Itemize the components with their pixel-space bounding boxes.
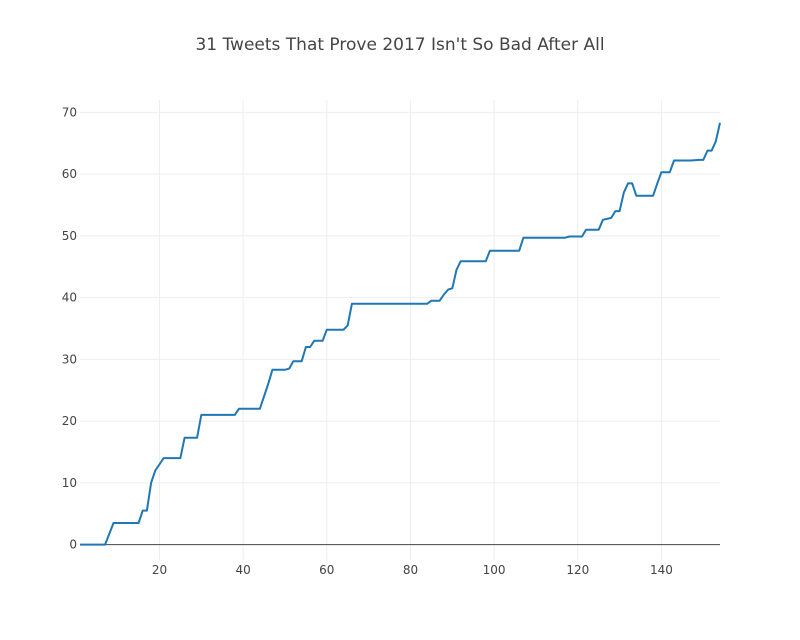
x-tick-label: 40	[235, 563, 250, 577]
y-tick-label: 30	[62, 352, 77, 366]
y-tick-label: 60	[62, 167, 77, 181]
x-tick-label: 80	[403, 563, 418, 577]
y-tick-label: 50	[62, 229, 77, 243]
x-tick-label: 20	[152, 563, 167, 577]
x-tick-label: 120	[566, 563, 589, 577]
x-tick-label: 60	[319, 563, 334, 577]
series-line	[80, 122, 721, 546]
y-tick-label: 20	[62, 414, 77, 428]
y-tick-label: 40	[62, 291, 77, 305]
x-tick-label: 140	[650, 563, 673, 577]
y-tick-label: 0	[69, 538, 77, 552]
gridlines	[80, 100, 720, 560]
plot-area	[80, 122, 721, 546]
y-tick-label: 70	[62, 105, 77, 119]
x-tick-label: 100	[483, 563, 506, 577]
y-tick-label: 10	[62, 476, 77, 490]
chart-title: 31 Tweets That Prove 2017 Isn't So Bad A…	[195, 35, 604, 55]
tick-labels: 20 40 60 80 100 120 140 0 10 20 30 40 50 60 70	[62, 105, 673, 577]
